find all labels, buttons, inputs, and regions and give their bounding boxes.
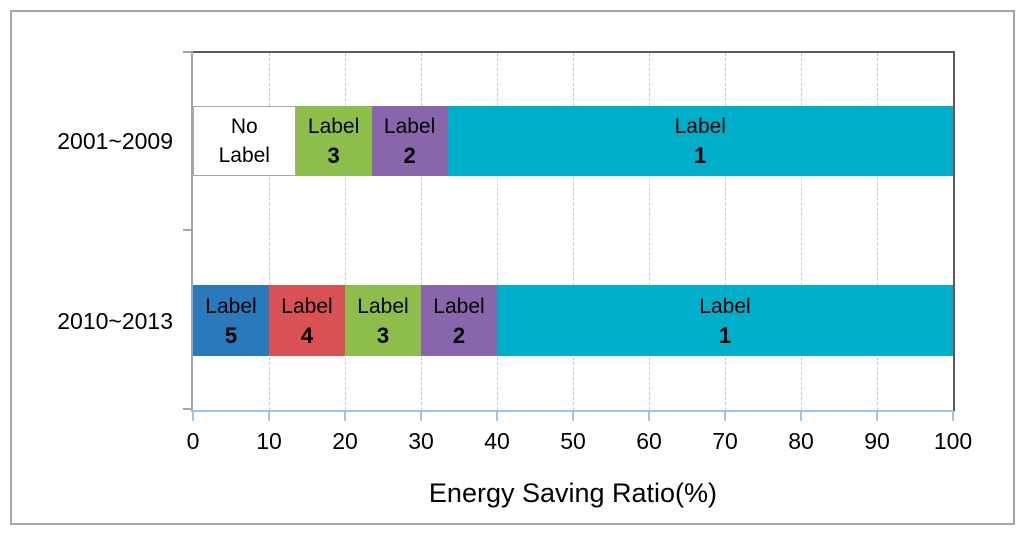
x-axis-tick-mark (724, 412, 726, 421)
segment-label-line2: 3 (327, 143, 340, 168)
x-axis-tick-mark (420, 412, 422, 421)
bar-segment-label-4: Label 4 (269, 285, 345, 356)
bar-segment-label-1: Label 1 (497, 285, 953, 356)
category-label-2001-2009: 2001~2009 (57, 128, 173, 154)
category-axis-tick (183, 408, 193, 410)
x-axis-tick-mark (496, 412, 498, 421)
x-axis-tick-mark (572, 412, 574, 421)
bar-segment-label-2: Label 2 (421, 285, 497, 356)
segment-label-line1: Label (307, 115, 360, 138)
x-axis-tick-mark (192, 412, 194, 421)
gridline (877, 53, 878, 410)
x-tick-label: 70 (712, 428, 738, 454)
category-axis-tick (183, 229, 193, 231)
segment-label-line1: Label (281, 294, 333, 318)
x-tick-label: 0 (186, 428, 200, 454)
segment-label-line2: 4 (300, 322, 314, 348)
bar-row: Label 5 Label 4 Label 3 Label 2 Label 1 (193, 285, 953, 356)
segment-label-line2: 2 (403, 143, 416, 168)
x-axis-tick-labels: 0 10 20 30 40 50 60 70 80 90 100 (187, 428, 973, 456)
gridline (801, 53, 802, 410)
x-axis-tick-mark (800, 412, 802, 421)
x-axis-title: Energy Saving Ratio(%) (428, 478, 718, 508)
x-axis-tick-mark (876, 412, 878, 421)
bar-segment-no-label: No Label (193, 106, 296, 176)
segment-label-line2: 1 (694, 143, 707, 168)
x-tick-label: 100 (933, 428, 973, 454)
bar-segment-label-2: Label 2 (371, 106, 448, 176)
segment-label-line2: 1 (718, 322, 732, 348)
x-tick-label: 30 (408, 428, 434, 454)
x-tick-label: 50 (560, 428, 586, 454)
gridline (497, 53, 498, 410)
x-axis-tick-mark (268, 412, 270, 421)
x-axis-ticks (192, 412, 954, 421)
segment-label-line1: Label (699, 294, 751, 318)
segment-label-line1: No (230, 115, 258, 138)
bar-row: No Label Label 3 Label 2 Label 1 (193, 106, 953, 176)
segment-label-line2: 3 (376, 322, 390, 348)
x-axis-tick-mark (344, 412, 346, 421)
segment-label-line1: Label (433, 294, 485, 318)
segment-label-line2: Label (218, 144, 270, 167)
plot-area: No Label Label 3 Label 2 Label 1 Label 5 Label 4 Lab… (191, 51, 955, 412)
gridline (725, 53, 726, 410)
x-axis-tick-mark (952, 412, 954, 421)
x-tick-label: 60 (636, 428, 662, 454)
gridline (421, 53, 422, 410)
bar-segment-label-3: Label 3 (345, 285, 421, 356)
segment-label-line1: Label (357, 294, 409, 318)
segment-label-line1: Label (383, 115, 436, 138)
x-tick-label: 20 (332, 428, 358, 454)
category-label-2010-2013: 2010~2013 (57, 308, 173, 334)
category-axis-tick (183, 51, 193, 53)
segment-label-line2: 2 (452, 322, 466, 348)
gridline (649, 53, 650, 410)
bar-segment-label-1: Label 1 (447, 106, 953, 176)
x-tick-label: 90 (864, 428, 890, 454)
bar-segment-label-5: Label 5 (193, 285, 269, 356)
segment-label-line2: 5 (224, 322, 238, 348)
segment-label-line1: Label (205, 294, 257, 318)
x-tick-label: 40 (484, 428, 510, 454)
x-tick-label: 10 (256, 428, 282, 454)
x-axis-tick-mark (648, 412, 650, 421)
figure-border (10, 10, 1015, 525)
bar-segment-label-3: Label 3 (295, 106, 372, 176)
gridline (269, 53, 270, 410)
x-tick-label: 80 (788, 428, 814, 454)
gridline (345, 53, 346, 410)
gridline (573, 53, 574, 410)
segment-label-line1: Label (674, 115, 726, 138)
